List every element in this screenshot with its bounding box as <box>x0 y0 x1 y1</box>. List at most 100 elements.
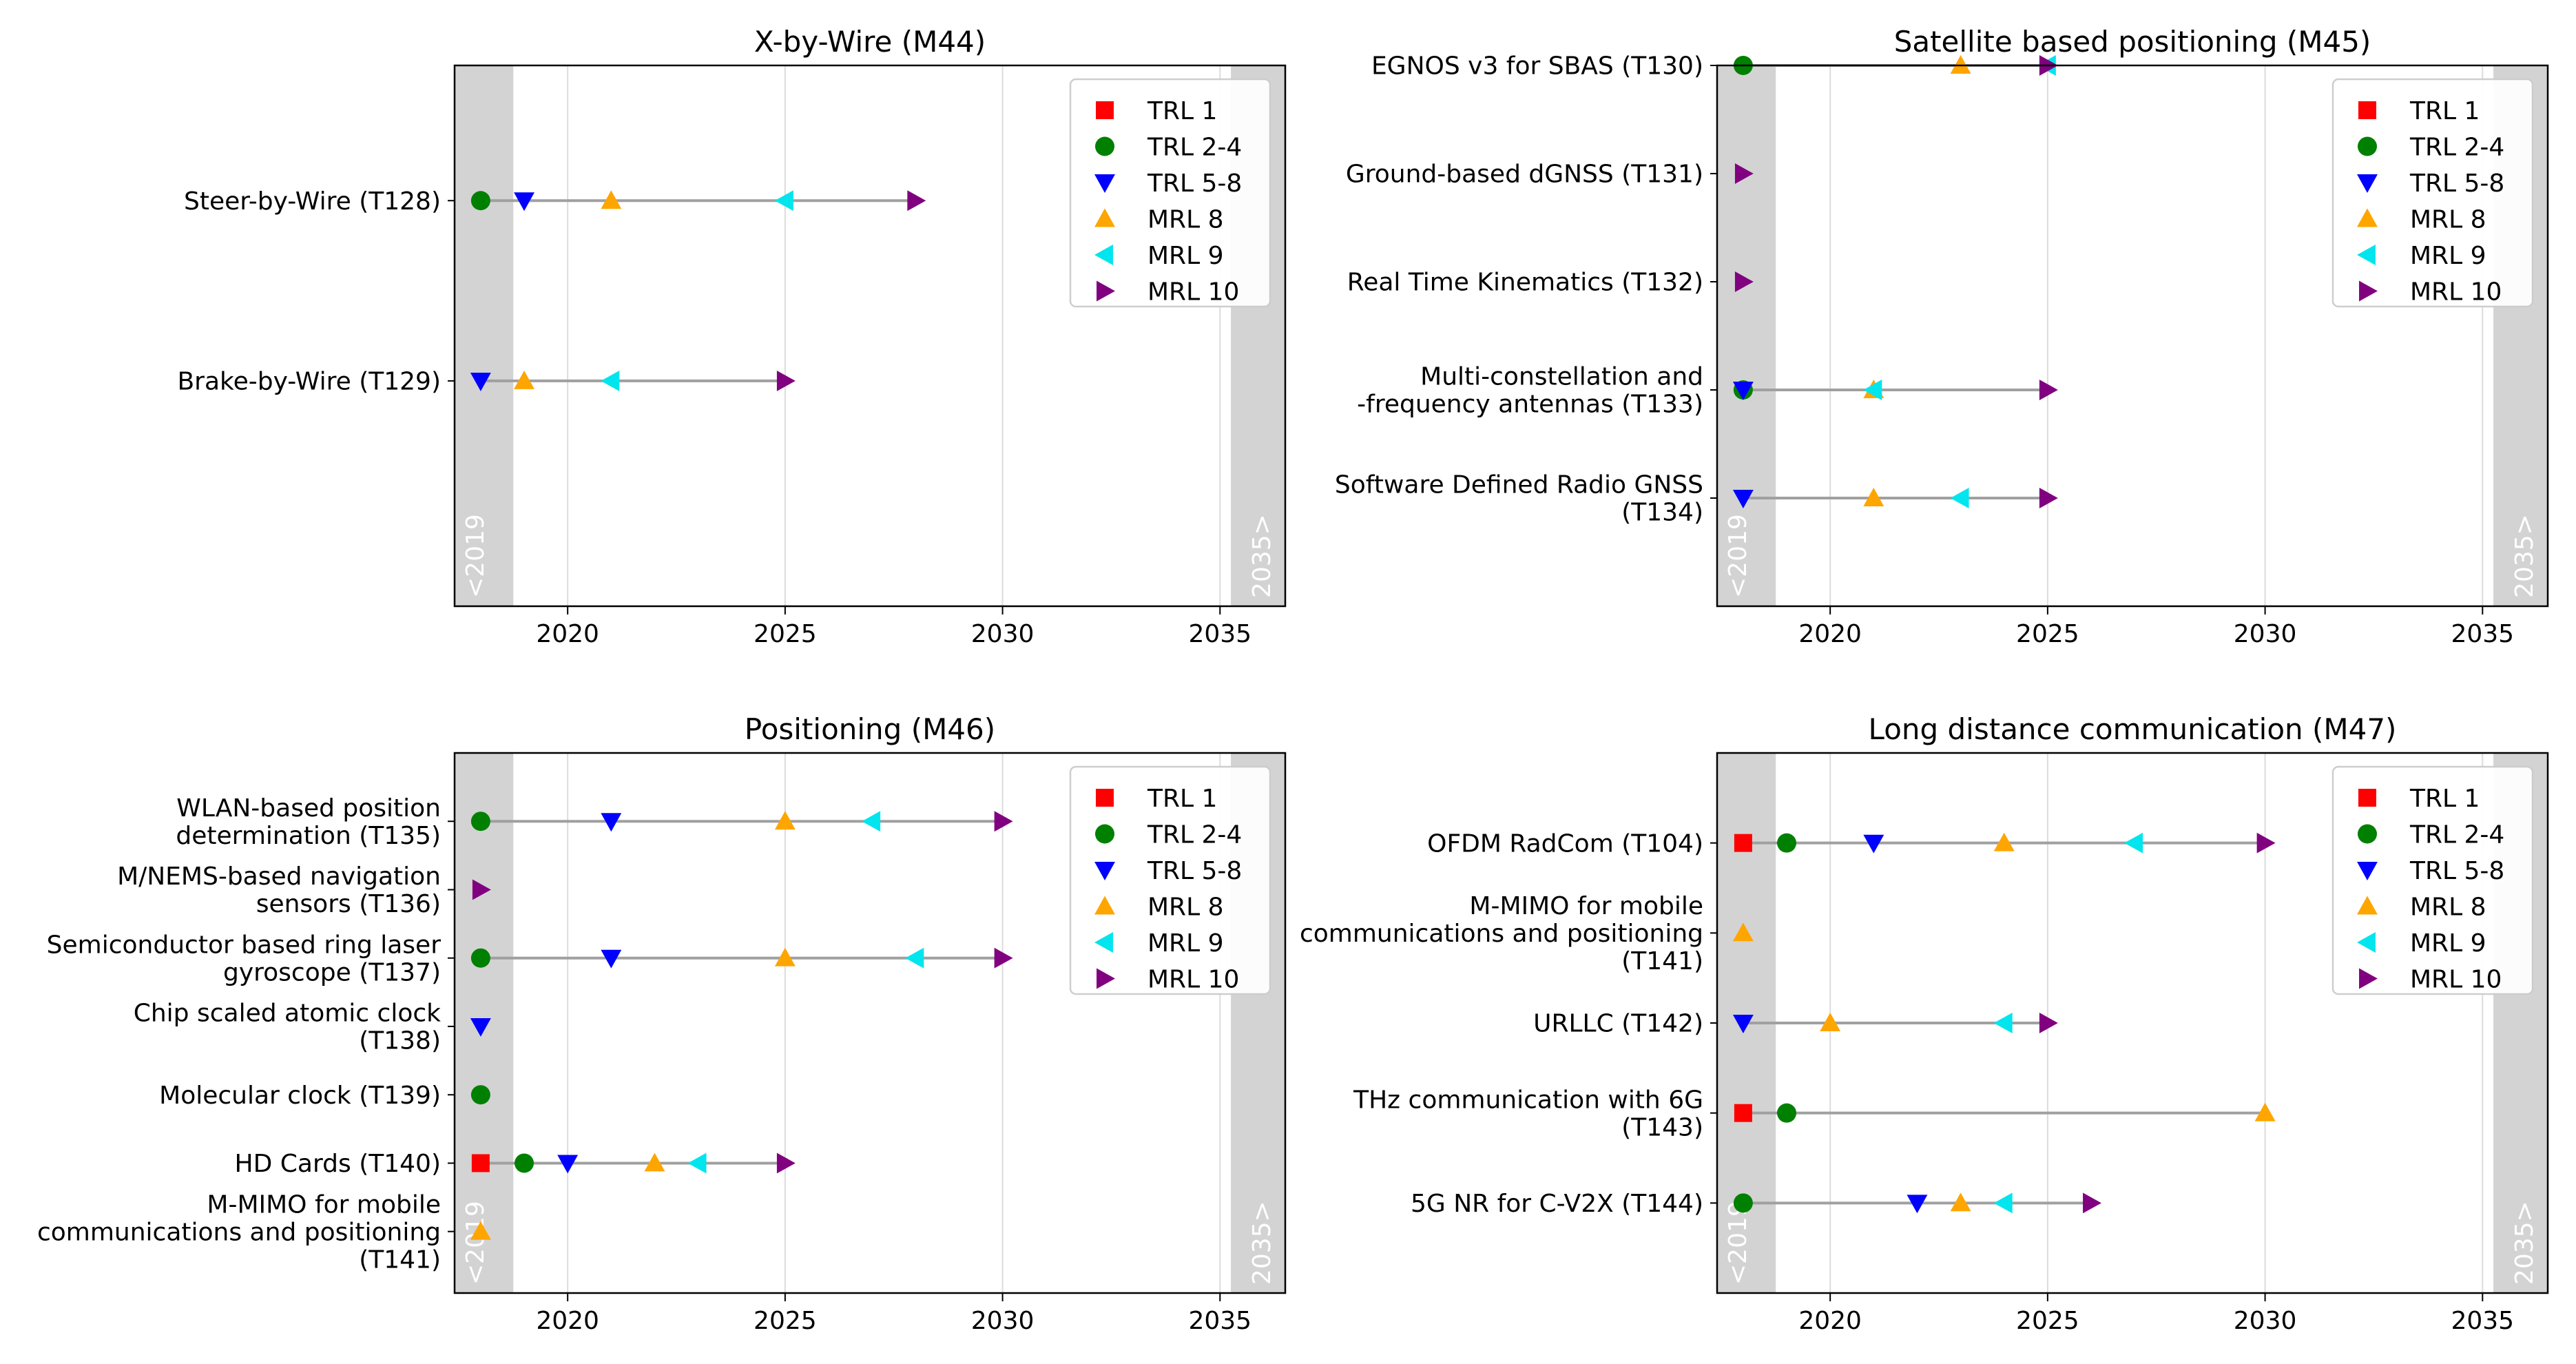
marker-trl-2-4 <box>470 1085 490 1105</box>
marker-mrl-9 <box>1950 488 1969 508</box>
marker-trl-2-4 <box>515 1153 534 1173</box>
x-tick-label: 2025 <box>754 1307 817 1335</box>
y-tick-label: (T134) <box>1621 499 1703 527</box>
marker-trl-2-4 <box>1777 833 1797 853</box>
x-tick-label: 2035 <box>2451 620 2514 648</box>
marker-trl-5-8 <box>1732 490 1754 508</box>
marker-mrl-10 <box>1734 163 1754 184</box>
marker-trl-5-8 <box>470 1018 491 1037</box>
axes-frame <box>453 752 1287 1294</box>
legend-label-trl-5-8: TRL 5-8 <box>1147 169 1242 198</box>
y-tick-label: communications and positioning <box>37 1218 441 1246</box>
legend: TRL 1 TRL 2-4 TRL 5-8 MRL 8 MRL 9 MRL 10 <box>2331 765 2534 995</box>
legend-marker-mrl-9 <box>1094 932 1113 953</box>
legend-marker-mrl-9 <box>1094 245 1113 265</box>
legend-box <box>1069 765 1271 995</box>
legend-marker-trl-1 <box>2358 101 2376 119</box>
y-tick-label: HD Cards (T140) <box>235 1150 441 1178</box>
y-tick-label: Ground-based dGNSS (T131) <box>1346 161 1703 189</box>
y-tick-label: (T141) <box>359 1246 441 1274</box>
legend-marker-trl-1 <box>2358 789 2376 807</box>
marker-trl-5-8 <box>470 372 491 391</box>
legend: TRL 1 TRL 2-4 TRL 5-8 MRL 8 MRL 9 MRL 10 <box>1069 78 1271 308</box>
legend-marker-trl-1 <box>1096 101 1114 119</box>
marker-trl-1 <box>471 1154 490 1172</box>
marker-mrl-8 <box>1820 1013 1841 1031</box>
marker-mrl-10 <box>994 947 1013 969</box>
x-tick-label: 2025 <box>2016 1307 2079 1335</box>
marker-mrl-9 <box>687 1153 707 1174</box>
marker-mrl-9 <box>862 811 881 832</box>
band-label-left: <2019 <box>461 1201 490 1285</box>
y-tick-label: Software Defined Radio GNSS <box>1335 471 1703 499</box>
marker-trl-5-8 <box>1732 1015 1754 1033</box>
marker-mrl-8 <box>1993 832 2015 851</box>
marker-trl-5-8 <box>601 813 622 832</box>
legend-marker-mrl-9 <box>2357 245 2376 265</box>
legend-marker-trl-2-4 <box>1095 136 1114 156</box>
legend-marker-mrl-8 <box>2357 208 2378 227</box>
y-tick-label: M-MIMO for mobile <box>207 1190 441 1219</box>
legend-marker-mrl-10 <box>2359 280 2378 302</box>
marker-mrl-10 <box>907 190 926 211</box>
marker-mrl-10 <box>2256 832 2276 854</box>
y-tick-label: Chip scaled atomic clock <box>134 1000 441 1028</box>
y-tick-label: (T143) <box>1621 1113 1703 1141</box>
marker-mrl-10 <box>2039 1013 2058 1033</box>
x-tick-label: 2025 <box>2016 620 2079 648</box>
legend-marker-trl-5-8 <box>2357 174 2378 193</box>
legend-marker-mrl-9 <box>2357 932 2376 953</box>
y-tick-label: -frequency antennas (T133) <box>1357 391 1703 419</box>
marker-mrl-8 <box>774 947 796 967</box>
chart-panel-2: <2019 2035> EGNOS v3 for SBAS (T130) Ground… <box>1335 25 2549 648</box>
band-label-left: <2019 <box>1724 514 1752 598</box>
legend-label-mrl-10: MRL 10 <box>2410 278 2502 307</box>
axes-frame <box>1716 752 2549 1294</box>
band-label-left: <2019 <box>461 514 490 598</box>
legend-label-trl-1: TRL 1 <box>1147 97 1217 125</box>
x-tick-label: 2035 <box>1188 1307 1251 1335</box>
marker-mrl-10 <box>776 1153 796 1174</box>
y-tick-label: Multi-constellation and <box>1420 363 1703 391</box>
legend-label-mrl-8: MRL 8 <box>2410 206 2486 234</box>
chart-panel-4: <2019 2035> OFDM RadCom (T104) M-MIMO for m… <box>1300 712 2549 1335</box>
legend-marker-trl-5-8 <box>1094 862 1115 880</box>
legend-marker-mrl-10 <box>2359 968 2378 989</box>
x-tick-label: 2035 <box>2451 1307 2514 1335</box>
legend-label-trl-2-4: TRL 2-4 <box>1147 821 1242 849</box>
legend-label-mrl-8: MRL 8 <box>1147 893 1223 922</box>
chart-title: X-by-Wire (M44) <box>754 25 986 59</box>
x-tick-label: 2030 <box>2234 1307 2297 1335</box>
marker-trl-2-4 <box>470 191 490 211</box>
band-label-right: 2035> <box>2511 1201 2539 1285</box>
marker-mrl-8 <box>1732 922 1754 942</box>
marker-mrl-8 <box>1950 1192 1971 1212</box>
legend-label-mrl-9: MRL 9 <box>2410 242 2486 270</box>
marker-trl-5-8 <box>557 1155 579 1174</box>
axes-frame <box>453 64 1287 608</box>
marker-trl-1 <box>1734 834 1752 852</box>
legend-label-mrl-10: MRL 10 <box>1147 966 1239 994</box>
y-tick-label: Brake-by-Wire (T129) <box>177 368 441 396</box>
legend-label-mrl-9: MRL 9 <box>2410 929 2486 958</box>
legend-marker-mrl-8 <box>1094 896 1115 915</box>
y-tick-label: sensors (T136) <box>256 890 441 918</box>
chart-title: Positioning (M46) <box>745 712 995 746</box>
legend-marker-mrl-10 <box>1097 968 1115 989</box>
legend-box <box>2331 78 2534 308</box>
band-label-right: 2035> <box>1248 1201 1276 1285</box>
y-tick-label: M/NEMS-based navigation <box>117 862 441 891</box>
marker-trl-5-8 <box>1863 834 1884 854</box>
y-tick-label: gyroscope (T137) <box>223 958 441 986</box>
y-tick-label: (T141) <box>1621 947 1703 975</box>
legend-label-trl-2-4: TRL 2-4 <box>2409 134 2504 162</box>
legend-label-mrl-9: MRL 9 <box>1147 242 1223 270</box>
x-tick-label: 2035 <box>1188 620 1251 648</box>
marker-mrl-9 <box>1863 380 1882 400</box>
marker-mrl-9 <box>905 947 924 969</box>
legend-label-trl-5-8: TRL 5-8 <box>2409 857 2504 885</box>
marker-mrl-10 <box>994 811 1013 832</box>
marker-mrl-9 <box>1993 1013 2013 1033</box>
legend-label-trl-1: TRL 1 <box>2409 785 2480 813</box>
marker-mrl-9 <box>1993 1192 2013 1214</box>
